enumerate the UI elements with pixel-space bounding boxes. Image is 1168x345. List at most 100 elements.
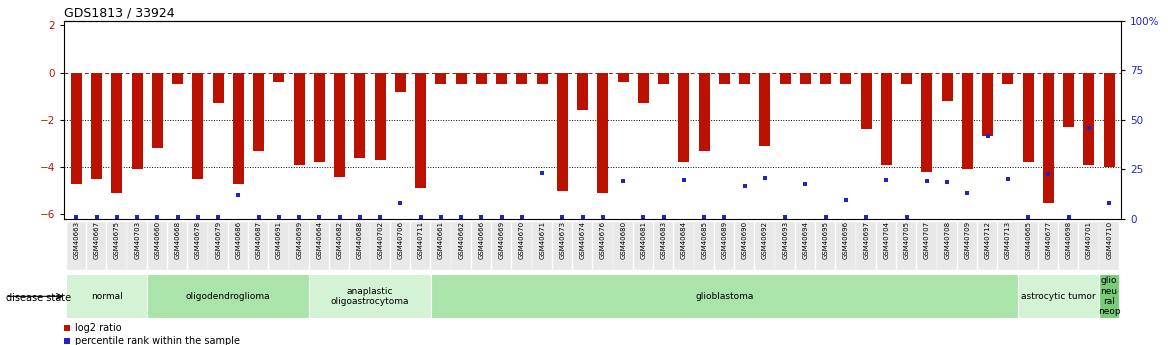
FancyBboxPatch shape — [310, 222, 329, 270]
Point — [877, 177, 896, 183]
Text: glioblastoma: glioblastoma — [695, 292, 753, 301]
FancyBboxPatch shape — [836, 222, 856, 270]
FancyBboxPatch shape — [370, 222, 390, 270]
FancyBboxPatch shape — [776, 222, 795, 270]
Bar — [91, 73, 103, 179]
Text: GSM40669: GSM40669 — [499, 221, 505, 259]
Point — [310, 214, 328, 220]
Text: GSM40699: GSM40699 — [297, 221, 303, 259]
Point — [209, 214, 228, 220]
Text: log2 ratio: log2 ratio — [75, 323, 121, 333]
Text: GSM40696: GSM40696 — [843, 221, 849, 259]
Text: normal: normal — [91, 292, 123, 301]
Bar — [961, 73, 973, 169]
Point — [492, 214, 510, 220]
FancyBboxPatch shape — [674, 222, 694, 270]
FancyBboxPatch shape — [147, 222, 167, 270]
FancyBboxPatch shape — [715, 222, 735, 270]
Bar — [941, 73, 953, 101]
Bar — [232, 73, 244, 184]
Text: GSM40697: GSM40697 — [863, 221, 869, 259]
Text: oligodendroglioma: oligodendroglioma — [186, 292, 271, 301]
Text: percentile rank within the sample: percentile rank within the sample — [75, 336, 239, 345]
FancyBboxPatch shape — [208, 222, 228, 270]
FancyBboxPatch shape — [634, 222, 653, 270]
Point — [1079, 125, 1098, 131]
Point — [938, 180, 957, 185]
Point — [736, 183, 755, 189]
Text: glio
neu
ral
neop: glio neu ral neop — [1098, 276, 1120, 316]
Text: GSM40711: GSM40711 — [418, 221, 424, 259]
Point — [654, 214, 673, 220]
Bar — [516, 73, 528, 85]
Bar — [698, 73, 710, 150]
FancyBboxPatch shape — [552, 222, 572, 270]
FancyBboxPatch shape — [290, 222, 308, 270]
Text: GSM40707: GSM40707 — [924, 221, 930, 259]
Bar — [273, 73, 285, 82]
FancyBboxPatch shape — [249, 222, 269, 270]
Point — [310, 172, 328, 178]
Bar — [679, 73, 689, 162]
Point — [756, 175, 774, 180]
Text: GSM40693: GSM40693 — [783, 221, 788, 259]
Bar — [496, 73, 507, 85]
Text: GSM40671: GSM40671 — [540, 221, 545, 259]
Point — [979, 134, 997, 139]
Point — [391, 200, 410, 205]
FancyBboxPatch shape — [310, 274, 431, 318]
FancyBboxPatch shape — [1059, 222, 1078, 270]
Bar — [1002, 73, 1014, 85]
FancyBboxPatch shape — [938, 222, 957, 270]
Point — [370, 214, 389, 220]
Point — [776, 214, 794, 220]
Bar — [658, 73, 669, 85]
Point — [290, 214, 308, 220]
Bar — [557, 73, 568, 191]
Text: astrocytic tumor: astrocytic tumor — [1021, 292, 1096, 301]
Bar — [739, 73, 750, 85]
Bar — [901, 73, 912, 85]
Text: GSM40686: GSM40686 — [236, 221, 242, 259]
Bar — [193, 73, 203, 179]
Bar — [436, 73, 446, 85]
Text: GSM40710: GSM40710 — [1106, 221, 1112, 259]
FancyBboxPatch shape — [1018, 222, 1038, 270]
FancyBboxPatch shape — [350, 222, 369, 270]
Point — [188, 214, 207, 220]
Bar — [1104, 73, 1114, 167]
Bar — [718, 73, 730, 85]
Point — [452, 214, 471, 220]
FancyBboxPatch shape — [735, 222, 755, 270]
FancyBboxPatch shape — [695, 222, 714, 270]
FancyBboxPatch shape — [756, 222, 774, 270]
FancyBboxPatch shape — [1099, 274, 1119, 318]
FancyBboxPatch shape — [816, 222, 835, 270]
Text: GSM40704: GSM40704 — [883, 221, 889, 259]
Text: GSM40668: GSM40668 — [175, 221, 181, 259]
FancyBboxPatch shape — [431, 222, 451, 270]
FancyBboxPatch shape — [1099, 222, 1119, 270]
FancyBboxPatch shape — [229, 222, 248, 270]
FancyBboxPatch shape — [978, 222, 997, 270]
Text: GSM40705: GSM40705 — [904, 221, 910, 259]
Text: GSM40666: GSM40666 — [479, 221, 485, 259]
Text: GSM40667: GSM40667 — [93, 221, 99, 259]
Text: GSM40709: GSM40709 — [965, 221, 971, 259]
FancyBboxPatch shape — [573, 222, 592, 270]
Point — [331, 214, 349, 220]
FancyBboxPatch shape — [877, 222, 896, 270]
Bar — [861, 73, 871, 129]
FancyBboxPatch shape — [654, 222, 674, 270]
Bar — [314, 73, 325, 162]
Text: GSM40660: GSM40660 — [154, 221, 160, 259]
Text: GSM40687: GSM40687 — [256, 221, 262, 259]
Bar — [1043, 73, 1054, 203]
Point — [593, 214, 612, 220]
Text: GSM40676: GSM40676 — [600, 221, 606, 259]
Bar — [536, 73, 548, 85]
Point — [958, 190, 976, 196]
FancyBboxPatch shape — [107, 222, 126, 270]
FancyBboxPatch shape — [492, 222, 512, 270]
FancyBboxPatch shape — [67, 274, 147, 318]
